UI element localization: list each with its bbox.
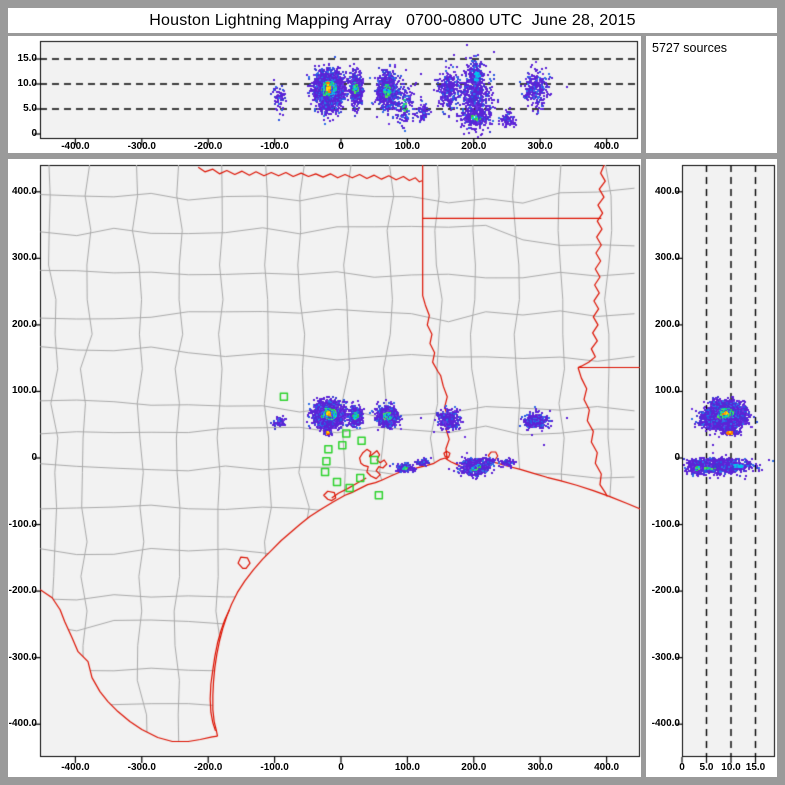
plan-xtick: 0 [338,762,344,773]
plan-ytick: 100.0 [11,385,37,397]
ew-alt-xtick: 200.0 [461,141,487,152]
ew-alt-xtick: -100.0 [260,141,289,152]
ew-alt-ytick: 15.0 [17,52,37,64]
ns-alt-ytick: 400.0 [654,185,680,197]
ns-alt-xtick: 15.0 [745,762,766,773]
ns-altitude-plot[interactable] [672,162,779,767]
ew-alt-xtick: -300.0 [127,141,156,152]
ns-alt-xtick: 10.0 [721,762,741,773]
title-bar: Houston Lightning Mapping Array 0700-080… [8,8,777,33]
source-count-panel [646,36,777,153]
ns-alt-xtick: 5.0 [699,762,714,773]
ns-alt-ytick: 200.0 [654,318,680,330]
plan-xtick: -100.0 [260,762,289,773]
source-count-label: 5727 sources [652,41,728,55]
ns-alt-xtick: 0 [679,762,685,773]
plan-xtick: 300.0 [527,762,553,773]
plan-ytick: -200.0 [8,585,37,597]
ns-alt-ytick: -400.0 [651,718,680,730]
plan-ytick: 400.0 [11,185,37,197]
plan-ytick: -100.0 [8,518,37,530]
ew-alt-xtick: 400.0 [594,141,620,152]
plan-ytick: 200.0 [11,318,37,330]
plan-xtick: -300.0 [127,762,156,773]
ns-alt-ytick: 0 [674,451,680,463]
ew-alt-xtick: -400.0 [61,141,90,152]
plot-title: Houston Lightning Mapping Array 0700-080… [149,11,636,29]
plan-view-plot[interactable] [30,162,644,767]
plan-xtick: -200.0 [194,762,223,773]
plan-xtick: 400.0 [594,762,620,773]
plan-ytick: 0 [31,451,37,463]
ns-alt-ytick: -100.0 [651,518,680,530]
ew-alt-ytick: 10.0 [17,77,37,89]
plan-ytick: 300.0 [11,252,37,264]
plan-xtick: 100.0 [394,762,420,773]
ew-alt-ytick: 5.0 [23,102,37,114]
ew-alt-xtick: -200.0 [194,141,223,152]
ew-alt-xtick: 100.0 [394,141,420,152]
ew-altitude-plot[interactable] [30,38,642,149]
ew-alt-xtick: 300.0 [527,141,553,152]
plan-xtick: 200.0 [461,762,487,773]
plan-ytick: -400.0 [8,718,37,730]
ns-alt-ytick: -300.0 [651,651,680,663]
plan-ytick: -300.0 [8,651,37,663]
ns-alt-ytick: 300.0 [654,252,680,264]
ew-alt-xtick: 0 [338,141,344,152]
ns-alt-ytick: 100.0 [654,385,680,397]
ns-alt-ytick: -200.0 [651,585,680,597]
plan-xtick: -400.0 [61,762,90,773]
ew-alt-ytick: 0 [31,127,37,139]
